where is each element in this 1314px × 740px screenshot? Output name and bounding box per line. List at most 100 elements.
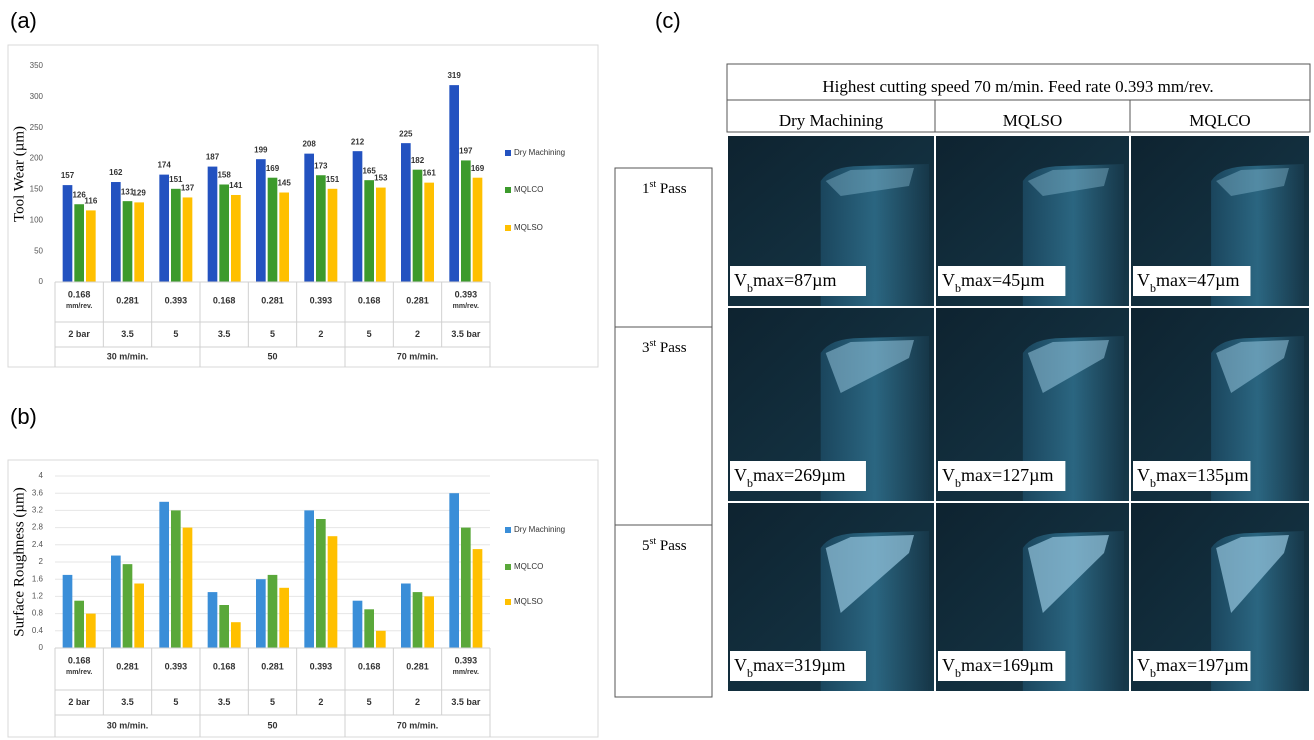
x-tick-label: mm/rev. xyxy=(66,669,92,676)
bar xyxy=(401,584,411,649)
x-tick-label: 0.281 xyxy=(261,295,284,305)
x-tick-label: 0.281 xyxy=(406,295,429,305)
bar xyxy=(473,178,483,282)
x-tick-label: 0.393 xyxy=(165,295,188,305)
pass-part: 1 xyxy=(642,181,650,197)
y-tick-label: 0 xyxy=(39,643,44,652)
bar xyxy=(256,159,266,282)
bar xyxy=(134,584,144,649)
y-tick-label: 100 xyxy=(30,215,44,224)
reading-value: max=169µm xyxy=(961,655,1054,675)
legend-label: MQLCO xyxy=(514,185,543,194)
y-tick-label: 0.4 xyxy=(32,626,44,635)
bar xyxy=(231,622,241,648)
data-label: 157 xyxy=(61,171,75,180)
data-label: 208 xyxy=(302,140,316,149)
column-header: MQLCO xyxy=(1189,111,1250,130)
x-tick-label: 0.168 xyxy=(68,289,91,299)
reading-symbol: V xyxy=(1137,465,1150,485)
reading-symbol: V xyxy=(942,270,955,290)
x-tick-label: 0.393 xyxy=(455,289,478,299)
speed-label: 30 m/min. xyxy=(107,720,149,730)
chart-frame xyxy=(8,460,598,737)
pass-label: 5st Pass xyxy=(642,536,687,555)
bar xyxy=(171,510,181,648)
panel-label: (b) xyxy=(10,404,37,429)
pass-label: 1st Pass xyxy=(642,179,687,198)
reading-symbol: V xyxy=(734,655,747,675)
x-tick-label: 0.281 xyxy=(116,661,139,671)
bar xyxy=(461,528,471,648)
y-tick-label: 4 xyxy=(39,471,44,480)
panel-label: (a) xyxy=(10,8,37,33)
data-label: 116 xyxy=(84,197,97,206)
data-label: 129 xyxy=(132,188,146,197)
y-tick-label: 2.4 xyxy=(32,540,44,549)
reading-value: max=87µm xyxy=(753,270,837,290)
bar xyxy=(123,564,133,648)
pass-label: 3st Pass xyxy=(642,338,687,357)
x-tick-label: 0.168 xyxy=(213,295,236,305)
x-tick-label: 0.281 xyxy=(406,661,429,671)
y-tick-label: 300 xyxy=(30,92,44,101)
bar xyxy=(159,502,169,648)
bar xyxy=(424,183,434,282)
y-tick-label: 0 xyxy=(39,277,44,286)
y-axis-title: Tool Wear (µm) xyxy=(11,126,27,222)
bar xyxy=(376,188,386,282)
reading-value: max=269µm xyxy=(753,465,846,485)
legend-swatch xyxy=(505,564,511,570)
y-tick-label: 3.6 xyxy=(32,488,44,497)
bar xyxy=(424,596,434,648)
pass-part: Pass xyxy=(656,181,687,197)
bar xyxy=(159,175,169,282)
bar xyxy=(304,510,314,648)
bar xyxy=(473,549,483,648)
x-tick-label: 0.168 xyxy=(68,655,91,665)
bar xyxy=(74,601,84,648)
legend-label: Dry Machining xyxy=(514,148,565,157)
y-tick-label: 0.8 xyxy=(32,609,44,618)
reading-value: max=47µm xyxy=(1156,270,1240,290)
pressure-label: 3.5 xyxy=(218,329,231,339)
bar xyxy=(74,204,84,282)
data-label: 141 xyxy=(229,181,243,190)
y-tick-label: 250 xyxy=(30,123,44,132)
reading-symbol: V xyxy=(734,270,747,290)
bar xyxy=(134,202,144,282)
bar xyxy=(219,184,229,282)
x-tick-label: mm/rev. xyxy=(453,669,479,676)
pass-part: 5 xyxy=(642,538,650,554)
legend-label: MQLSO xyxy=(514,597,543,606)
pass-part: 3 xyxy=(642,340,650,356)
legend-label: MQLCO xyxy=(514,562,543,571)
data-label: 173 xyxy=(314,161,328,170)
y-tick-label: 350 xyxy=(30,61,44,70)
pressure-label: 2 bar xyxy=(68,697,90,707)
bar xyxy=(328,536,338,648)
reading-symbol: V xyxy=(1137,270,1150,290)
pressure-label: 2 xyxy=(318,697,323,707)
bar xyxy=(231,195,241,282)
y-tick-label: 150 xyxy=(30,185,44,194)
bar xyxy=(256,579,266,648)
bar xyxy=(279,193,289,282)
speed-label: 50 xyxy=(267,351,277,361)
speed-label: 50 xyxy=(267,720,277,730)
speed-label: 30 m/min. xyxy=(107,351,149,361)
bar xyxy=(208,167,218,282)
bar xyxy=(461,160,471,282)
data-label: 319 xyxy=(447,71,461,80)
y-tick-label: 1.2 xyxy=(32,592,44,601)
column-header: MQLSO xyxy=(1003,111,1063,130)
bar xyxy=(63,575,73,648)
x-tick-label: 0.168 xyxy=(358,661,381,671)
y-tick-label: 1.6 xyxy=(32,574,44,583)
grid-title: Highest cutting speed 70 m/min. Feed rat… xyxy=(822,77,1213,96)
bar xyxy=(376,631,386,648)
bar xyxy=(123,201,133,282)
data-label: 153 xyxy=(374,174,388,183)
pressure-label: 5 xyxy=(173,329,178,339)
pressure-label: 3.5 xyxy=(121,329,134,339)
pass-part: Pass xyxy=(656,538,687,554)
